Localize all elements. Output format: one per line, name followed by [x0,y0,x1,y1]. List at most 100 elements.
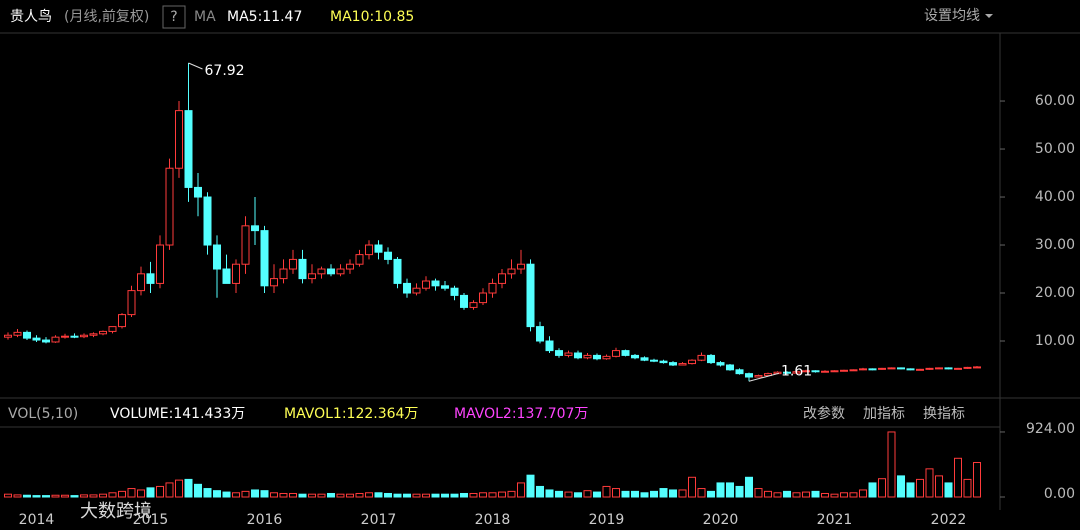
candle-body [688,359,696,365]
y-tick-label: 924.00 [1026,421,1075,437]
low-label: 1.61 [781,363,812,379]
candle-body [650,359,658,362]
volume-bar [897,475,905,498]
volume-bar [118,490,126,498]
volume-bar [89,494,98,498]
volume-bar [441,493,449,498]
volume-bar [355,492,364,498]
volume-bar [545,489,554,498]
candle-body [336,268,345,275]
help[interactable]: ? [170,9,177,25]
candle-body [460,294,468,308]
volume-bar [954,457,962,498]
candle-body [707,354,715,364]
volume-bar [640,492,649,498]
candle-body [355,254,364,265]
high-label: 67.92 [205,63,245,79]
volume-bar [840,492,848,498]
volume-bar [973,462,981,498]
volume-bar [507,490,516,498]
button[interactable]: 加指标 [863,406,905,422]
y-tick-label: 20.00 [1035,285,1075,301]
ma-settings[interactable]: 设置均线 [924,8,980,24]
volume-bar [764,490,772,498]
candle-body [669,362,677,366]
volume-bar [4,493,12,498]
volume-bar [802,491,810,498]
candle-body [203,196,212,246]
volume-bar [621,490,630,498]
candle-body [403,282,411,294]
candle-body [811,370,820,373]
ma5: MA5:11.47 [227,9,302,25]
candle-body [346,263,354,270]
volume-bar [811,490,820,498]
volume-bar [412,493,421,498]
candle-body [593,354,601,360]
volume-bar [935,475,943,498]
mavol2: MAVOL2:137.707万 [454,406,588,422]
volume-bar [659,488,668,498]
volume-bar [70,495,79,498]
volume-bar [716,482,725,498]
candle-body [241,225,250,265]
volume-bar [754,488,763,498]
volume-bar [108,492,117,498]
volume-bar [574,492,582,498]
candle-body [764,373,772,377]
volume-bar [336,493,345,498]
x-tick-label: 2020 [703,512,739,528]
volume-bar [612,488,620,498]
candle-body [479,292,487,304]
candle-body [23,331,31,339]
candle-body [317,268,326,275]
volume-bar [346,493,354,498]
candle-body [137,273,145,292]
candle-body [450,287,459,296]
volume-bar [175,479,183,498]
candle-body [4,334,12,338]
candle-body [821,370,829,373]
volume-bar [61,494,69,498]
volume-bar [925,468,934,498]
candle-body [621,350,630,356]
y-tick-label: 30.00 [1035,237,1075,253]
candle-body [431,280,440,287]
help-box[interactable] [162,5,186,29]
button[interactable]: 换指标 [923,405,965,422]
y-tick-label: 50.00 [1035,141,1075,157]
candle-body [42,339,50,343]
volume-bar [678,489,687,498]
volume-bar [222,491,231,498]
candle-body [574,352,582,359]
volume-bar [422,493,430,498]
dropdown-arrow[interactable] [985,14,993,18]
candle-body [517,263,525,270]
volume-bar [469,492,478,498]
watermark: 大数跨境 [80,501,152,522]
candle-body [697,354,706,361]
candle-body [308,273,316,280]
candle-body [298,258,307,280]
high-pointer [188,62,203,70]
candle-body [99,330,107,335]
y-tick-label: 0.00 [1044,486,1075,502]
candle-body [716,362,725,366]
y-tick-label: 60.00 [1035,93,1075,109]
volume-bar [289,492,297,498]
candle-body [374,244,383,253]
candle-body [213,244,221,270]
volume-bar [868,482,877,498]
volume-bar [631,490,639,498]
candle-body [678,363,687,366]
chart-subtitle: (月线,前复权) [64,8,149,25]
volume-bar [13,494,22,498]
candle-body [61,335,69,338]
candle-body [612,350,620,357]
volume-bar [526,474,535,498]
volume-bar [270,492,278,498]
candle-body [659,360,668,364]
x-tick-label: 2018 [475,512,511,528]
button[interactable]: 改参数 [803,405,845,422]
volume-bar [878,478,886,498]
